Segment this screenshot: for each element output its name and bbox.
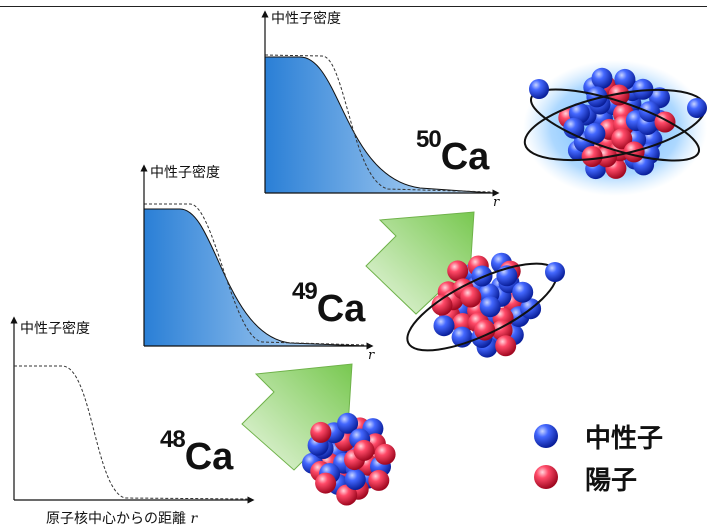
ca48-nucleon bbox=[374, 443, 396, 465]
xlabel-r: r bbox=[190, 511, 198, 527]
halo-neutron-49ca bbox=[545, 262, 565, 282]
legend-neutron-label: 中性子 bbox=[585, 424, 664, 454]
ca50-nucleon bbox=[654, 111, 676, 133]
ca49-nucleon bbox=[471, 265, 493, 287]
ca49-nucleon bbox=[495, 335, 517, 357]
ca50-nucleon bbox=[611, 128, 633, 150]
plot-49ca-solid-line bbox=[143, 208, 367, 347]
nucleus-48ca bbox=[302, 412, 396, 506]
arrow-48-to-49 bbox=[241, 363, 353, 471]
density-plot-49ca bbox=[140, 164, 374, 350]
ca49-nucleon bbox=[474, 319, 496, 341]
plot-50ca-r-label: r bbox=[493, 195, 500, 210]
plot-49ca-filled-curve bbox=[144, 209, 366, 346]
ca49-nucleon bbox=[431, 294, 453, 316]
plot-49ca-r-label: r bbox=[368, 348, 375, 363]
isotope-element-48: Ca bbox=[184, 436, 234, 478]
halo-neutron-50ca-b bbox=[687, 98, 707, 118]
ca49-nucleon bbox=[447, 260, 469, 282]
top-border bbox=[0, 0, 707, 7]
plot-50ca-ylabel: 中性子密度 bbox=[271, 11, 341, 27]
ca50-nucleon bbox=[584, 123, 606, 144]
isotope-mass-48: 48 bbox=[160, 426, 186, 453]
plot-48ca-dashed-curve bbox=[14, 365, 251, 500]
plot-49ca-dashed-curve bbox=[144, 203, 367, 346]
ca49-nucleon bbox=[479, 296, 501, 318]
ca50-nucleon bbox=[581, 146, 603, 167]
ca49-nucleon bbox=[512, 281, 534, 303]
plot-48ca-ylabel: 中性子密度 bbox=[20, 321, 90, 337]
isotope-label-50ca: 50Ca bbox=[416, 126, 490, 178]
plot-50ca-dashed-curve bbox=[264, 54, 493, 193]
ca49-nucleon bbox=[433, 315, 455, 337]
legend-proton-icon bbox=[534, 465, 558, 489]
ca48-nucleon bbox=[368, 469, 390, 491]
ca48-nucleon bbox=[337, 412, 359, 434]
ca50-nucleon bbox=[591, 67, 613, 89]
legend-neutron-icon bbox=[534, 424, 558, 448]
nucleus-50ca bbox=[523, 60, 707, 196]
plot-49ca-ylabel: 中性子密度 bbox=[150, 165, 220, 181]
isotope-label-49ca: 49Ca bbox=[292, 278, 366, 330]
density-plot-48ca bbox=[10, 316, 255, 504]
nucleus-49ca bbox=[406, 252, 565, 358]
ca50-nucleon bbox=[632, 78, 654, 100]
ca49-nucleon bbox=[460, 286, 482, 308]
plot-48ca-xlabel: 原子核中心からの距離 r bbox=[46, 508, 197, 528]
isotope-mass-49: 49 bbox=[292, 278, 318, 305]
ca50-nucleon bbox=[563, 117, 585, 139]
density-plot-50ca bbox=[261, 10, 500, 197]
isotope-label-48ca: 48Ca bbox=[160, 426, 234, 478]
xlabel-text: 原子核中心からの距離 bbox=[46, 511, 186, 527]
ca48-nucleon bbox=[344, 469, 366, 490]
legend-proton-label: 陽子 bbox=[585, 466, 638, 496]
plot-50ca-solid-line bbox=[264, 56, 493, 194]
arrow-49-to-50 bbox=[365, 211, 475, 315]
ca48-nucleon bbox=[315, 472, 337, 494]
isotope-mass-50: 50 bbox=[416, 126, 442, 153]
ca50-nucleon bbox=[586, 86, 608, 108]
halo-neutron-50ca-a bbox=[529, 79, 549, 99]
isotope-element-49: Ca bbox=[316, 288, 366, 330]
orbit-50ca-b bbox=[529, 88, 701, 162]
plot-50ca-filled-curve bbox=[265, 57, 492, 193]
ca48-nucleon bbox=[336, 484, 358, 506]
ca48-nucleon bbox=[310, 421, 332, 443]
isotope-element-50: Ca bbox=[440, 136, 490, 178]
ca48-nucleon bbox=[353, 439, 375, 461]
